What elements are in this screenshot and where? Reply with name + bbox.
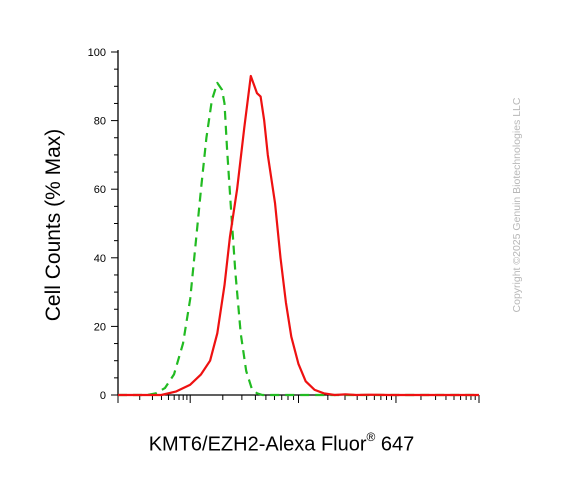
y-axis-label-container: Cell Counts (% Max): [34, 60, 74, 390]
y-tick-label: 80: [94, 116, 106, 128]
copyright-container: Copyright ©2025 Genuin Biotechnologies L…: [502, 60, 532, 350]
x-axis-label: KMT6/EZH2-Alexa Fluor® 647: [0, 430, 563, 457]
axes: [117, 50, 479, 396]
y-tick-label: 60: [94, 184, 106, 196]
x-axis-label-main: KMT6/EZH2-Alexa Fluor: [148, 433, 367, 456]
y-axis-label: Cell Counts (% Max): [42, 128, 65, 322]
series-line-solid: [118, 74, 479, 397]
y-tick-label: 0: [100, 390, 106, 402]
copyright-watermark: Copyright ©2025 Genuin Biotechnologies L…: [511, 97, 523, 313]
x-axis-label-tail: 647: [375, 433, 415, 456]
registered-mark: ®: [366, 430, 376, 444]
y-tick-label: 100: [88, 47, 106, 59]
y-tick-label: 20: [94, 321, 106, 333]
series-line-dashed: [118, 81, 479, 397]
y-ticks: 0 20 40 60 80 100: [88, 47, 118, 402]
series-layer: [118, 74, 479, 397]
y-tick-label: 40: [94, 253, 106, 265]
x-ticks: [117, 395, 480, 403]
